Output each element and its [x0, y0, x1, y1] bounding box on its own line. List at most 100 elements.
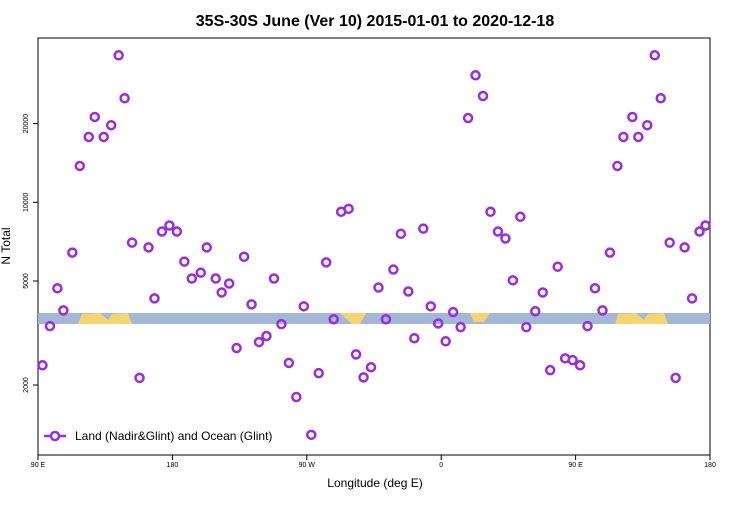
y-tick-label: 2000	[23, 377, 30, 393]
legend-swatch	[49, 430, 61, 442]
plot-frame	[37, 37, 711, 456]
point	[649, 50, 660, 61]
point	[530, 306, 541, 317]
land-patch	[340, 313, 366, 324]
point	[582, 320, 593, 332]
y-tick-label: 20000	[23, 114, 30, 134]
point	[89, 111, 100, 123]
point	[52, 283, 63, 294]
point	[485, 206, 496, 218]
point	[462, 112, 474, 124]
point	[113, 50, 124, 61]
point	[612, 160, 623, 172]
point	[395, 228, 407, 240]
point	[388, 264, 399, 275]
point	[149, 293, 160, 304]
point	[320, 257, 332, 268]
x-tick-label: 180	[167, 462, 179, 469]
point	[223, 278, 235, 289]
point	[425, 301, 436, 312]
point	[195, 267, 207, 278]
point	[544, 364, 556, 376]
point	[67, 247, 78, 258]
point	[470, 70, 481, 81]
point	[373, 282, 384, 293]
x-axis-label: Longitude (deg E)	[327, 476, 422, 490]
point	[618, 131, 629, 143]
point	[627, 111, 638, 123]
point	[306, 429, 317, 441]
point	[126, 237, 138, 248]
y-axis-label: N Total	[0, 227, 13, 264]
chart-title: 35S-30S June (Ver 10) 2015-01-01 to 2020…	[196, 13, 555, 30]
point	[171, 226, 183, 237]
point	[679, 242, 690, 253]
point	[500, 233, 511, 244]
point	[246, 299, 257, 310]
point	[507, 275, 519, 286]
point	[350, 349, 362, 360]
point	[694, 226, 705, 237]
point	[313, 367, 324, 379]
point	[521, 321, 532, 333]
point	[253, 336, 265, 348]
point	[328, 313, 339, 325]
point	[179, 256, 190, 267]
point	[447, 306, 459, 318]
point	[298, 301, 310, 312]
x-tick-label: 90 W	[299, 462, 316, 469]
point	[455, 321, 466, 333]
point	[664, 237, 675, 248]
point	[343, 203, 354, 215]
point	[83, 131, 95, 143]
point	[44, 320, 56, 332]
point	[105, 119, 117, 131]
point	[74, 160, 86, 172]
point	[380, 313, 392, 325]
x-tick-label: 90 E	[568, 462, 583, 469]
land-patch	[615, 313, 668, 324]
point	[589, 283, 601, 294]
point	[283, 357, 295, 369]
point	[574, 360, 586, 371]
point	[231, 342, 242, 354]
land-patch	[78, 313, 132, 324]
point	[238, 251, 250, 263]
point	[655, 93, 666, 104]
point	[119, 93, 130, 104]
point	[216, 287, 227, 298]
ocean-band	[38, 313, 710, 324]
point	[700, 220, 711, 231]
point	[365, 361, 377, 373]
point	[440, 336, 451, 347]
legend-label: Land (Nadir&Glint) and Ocean (Glint)	[75, 429, 272, 443]
y-tick-label: 10000	[23, 192, 30, 212]
point	[201, 242, 212, 253]
point	[409, 332, 420, 344]
point	[291, 391, 302, 403]
point	[477, 90, 489, 102]
point	[432, 318, 444, 329]
point	[134, 372, 145, 384]
point	[268, 273, 280, 284]
point	[98, 131, 109, 143]
point	[492, 226, 504, 237]
x-tick-label: 90 E	[31, 462, 46, 469]
point	[670, 372, 681, 384]
point	[633, 131, 644, 143]
point	[604, 247, 616, 258]
point	[58, 305, 69, 316]
point	[567, 354, 578, 366]
point	[597, 305, 608, 316]
point	[143, 242, 154, 253]
x-tick-label: 180	[704, 462, 716, 469]
point	[276, 318, 287, 330]
x-tick-label: 0	[439, 462, 443, 469]
point	[261, 330, 272, 342]
point	[186, 273, 198, 284]
point	[418, 223, 429, 234]
point	[515, 211, 526, 223]
point	[552, 261, 563, 272]
point	[164, 220, 175, 231]
